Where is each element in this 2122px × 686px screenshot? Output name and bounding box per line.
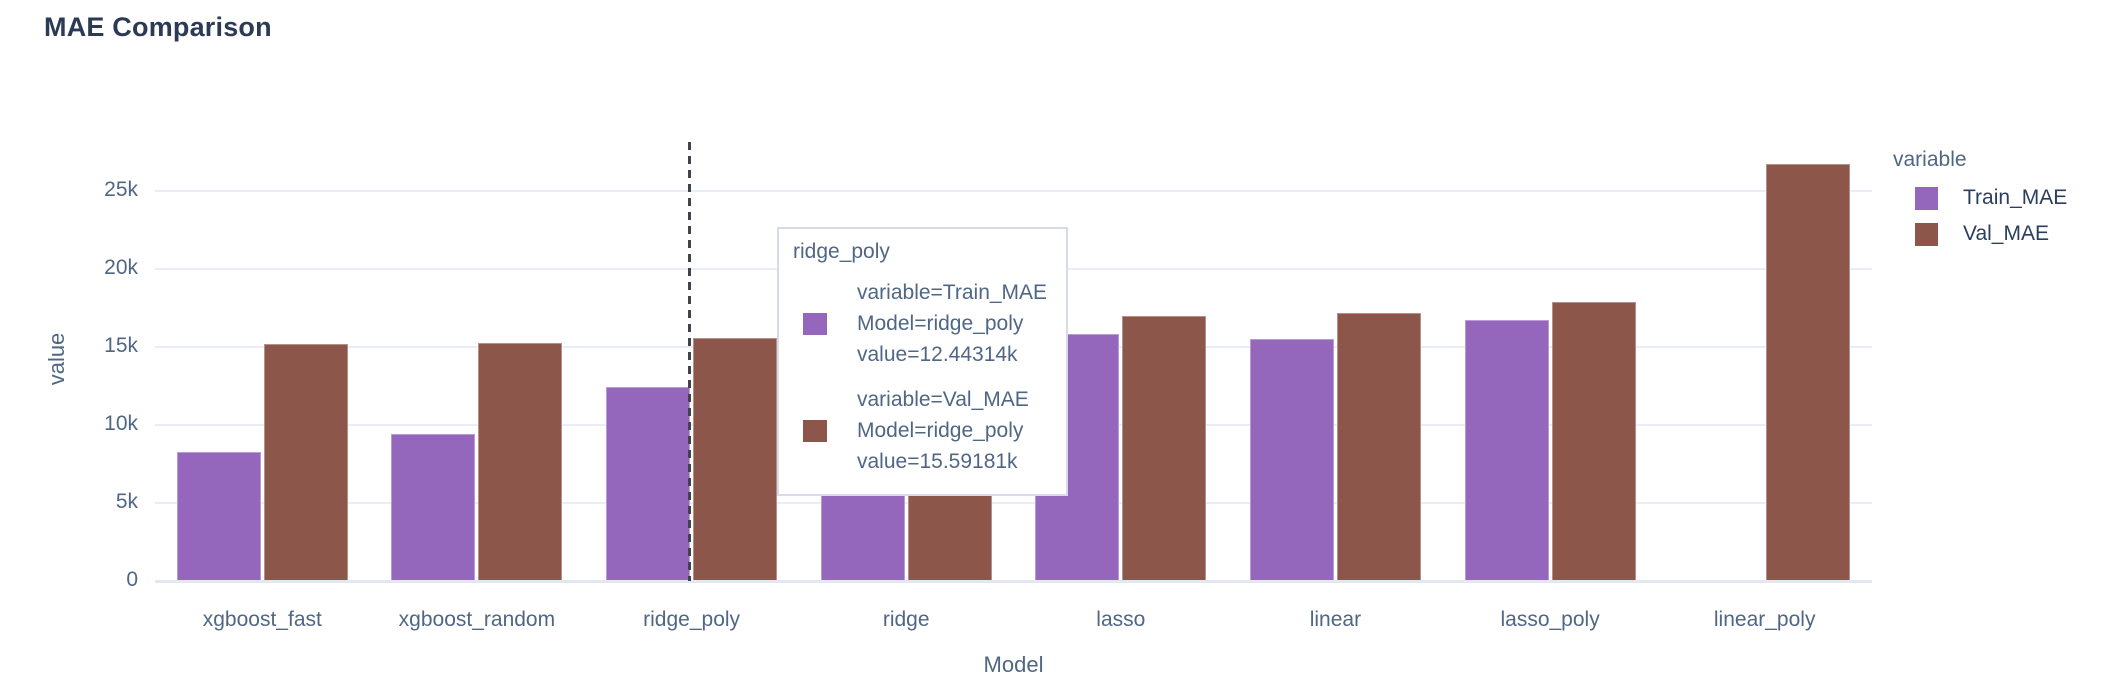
bar-train_mae-ridge_poly[interactable] xyxy=(606,386,691,581)
bar-train_mae-linear[interactable] xyxy=(1249,339,1334,581)
x-tick-label-xgboost_random: xgboost_random xyxy=(398,608,556,631)
tooltip-line: variable=Train_MAE xyxy=(857,281,1048,304)
x-tick-label-ridge: ridge xyxy=(882,608,930,631)
x-tick-label-ridge_poly: ridge_poly xyxy=(643,608,741,631)
tooltip-line: variable=Val_MAE xyxy=(857,388,1029,411)
gridline-25k xyxy=(155,190,1872,192)
tooltip-entry-train_mae: variable=Train_MAE Model=ridge_poly value=… xyxy=(793,277,1052,370)
tooltip-line: Model=ridge_poly xyxy=(857,419,1024,442)
y-tick-label-10k: 10k xyxy=(104,412,138,435)
bar-val_mae-xgboost_random[interactable] xyxy=(478,343,563,581)
bar-val_mae-ridge_poly[interactable] xyxy=(693,337,778,581)
bar-train_mae-xgboost_random[interactable] xyxy=(391,433,476,581)
x-tick-label-xgboost_fast: xgboost_fast xyxy=(202,608,322,631)
legend-swatch-val_mae-icon xyxy=(1915,222,1938,246)
x-axis-title: Model xyxy=(983,652,1044,677)
hover-spike-line xyxy=(688,142,691,581)
bar-val_mae-xgboost_fast[interactable] xyxy=(263,344,348,581)
hover-tooltip: ridge_poly variable=Train_MAE Model=ridge… xyxy=(777,227,1068,496)
tooltip-entry-val_mae: variable=Val_MAE Model=ridge_poly value=15… xyxy=(793,384,1052,477)
x-tick-label-linear_poly: linear_poly xyxy=(1713,608,1816,631)
y-tick-label-5k: 5k xyxy=(115,490,138,513)
x-tick-label-lasso_poly: lasso_poly xyxy=(1500,608,1600,631)
tooltip-line: value=15.59181k xyxy=(857,450,1018,473)
legend-title: variable xyxy=(1893,148,1967,171)
legend-items: Train_MAE Val_MAE xyxy=(1893,186,2067,246)
y-tick-label-20k: 20k xyxy=(104,256,138,279)
y-tick-label-0: 0 xyxy=(126,568,138,591)
bar-val_mae-linear[interactable] xyxy=(1336,313,1421,581)
tooltip-line: Model=ridge_poly xyxy=(857,312,1024,335)
tooltip-header: ridge_poly xyxy=(793,240,890,263)
bar-val_mae-lasso[interactable] xyxy=(1122,315,1207,581)
tooltip-entry-lines: variable=Train_MAE Model=ridge_poly value=… xyxy=(857,277,1047,370)
bar-train_mae-lasso_poly[interactable] xyxy=(1464,320,1549,581)
legend: variable Train_MAE Val_MAE xyxy=(1893,148,2067,246)
x-axis-line xyxy=(155,580,1872,583)
tooltip-swatch-train_mae-icon xyxy=(803,312,827,335)
y-tick-label-15k: 15k xyxy=(104,334,138,357)
legend-item-train_mae[interactable]: Train_MAE xyxy=(1893,186,2067,210)
tooltip-line: value=12.44314k xyxy=(857,343,1018,366)
legend-swatch-train_mae-icon xyxy=(1915,186,1938,210)
y-tick-label-25k: 25k xyxy=(104,178,138,201)
tooltip-entries: variable=Train_MAE Model=ridge_poly value=… xyxy=(793,277,1052,477)
x-tick-label-lasso: lasso xyxy=(1096,608,1146,631)
legend-item-label: Train_MAE xyxy=(1963,186,2068,209)
bar-val_mae-lasso_poly[interactable] xyxy=(1551,302,1636,581)
legend-item-val_mae[interactable]: Val_MAE xyxy=(1893,222,2067,246)
gridline-5k xyxy=(155,502,1872,504)
chart-title: MAE Comparison xyxy=(44,12,272,42)
bar-train_mae-xgboost_fast[interactable] xyxy=(176,451,261,581)
x-tick-label-linear: linear xyxy=(1309,608,1362,631)
tooltip-swatch-val_mae-icon xyxy=(803,419,827,442)
legend-item-label: Val_MAE xyxy=(1963,222,2049,245)
bar-val_mae-linear_poly[interactable] xyxy=(1766,164,1851,581)
tooltip-entry-lines: variable=Val_MAE Model=ridge_poly value=15… xyxy=(857,384,1029,477)
